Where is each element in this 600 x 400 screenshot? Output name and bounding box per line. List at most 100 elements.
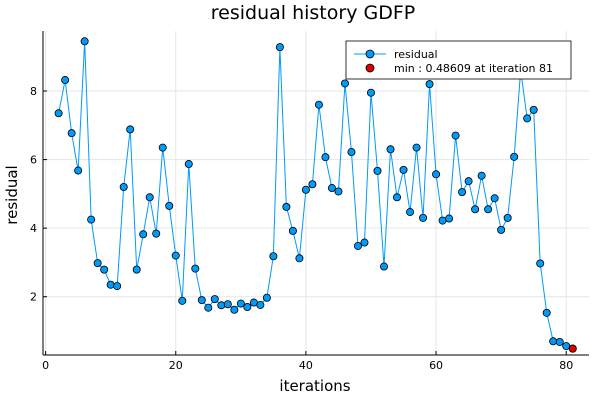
data-point xyxy=(178,296,187,305)
data-point xyxy=(412,143,421,152)
data-point xyxy=(438,216,447,225)
data-point xyxy=(269,252,278,261)
data-point xyxy=(301,185,310,194)
data-point xyxy=(419,213,428,222)
data-point xyxy=(484,205,493,214)
ticks-layer: 0 20 40 60 80 2 4 6 8 xyxy=(30,85,573,372)
legend: residual min : 0.48609 at iteration 81 xyxy=(345,40,572,80)
legend-min-label: min : 0.48609 at iteration 81 xyxy=(394,62,553,75)
legend-min-marker xyxy=(365,63,375,73)
data-point xyxy=(262,293,271,302)
data-point xyxy=(204,303,213,312)
data-point xyxy=(93,259,102,268)
data-point xyxy=(139,230,148,239)
chart-title: residual history GDFP xyxy=(211,2,415,24)
legend-residual-marker xyxy=(365,49,375,59)
data-point xyxy=(210,295,219,304)
x-tick-label: 0 xyxy=(42,359,49,372)
data-point xyxy=(477,171,486,180)
axes-layer xyxy=(42,31,589,356)
y-tick-label: 8 xyxy=(30,85,37,98)
data-point xyxy=(61,76,70,85)
data-point xyxy=(490,194,499,203)
data-point xyxy=(393,193,402,202)
data-point xyxy=(80,37,89,46)
data-point xyxy=(145,193,154,202)
x-tick-label: 20 xyxy=(169,359,183,372)
data-point xyxy=(275,43,284,52)
data-point xyxy=(549,337,558,346)
data-point xyxy=(119,182,128,191)
data-point xyxy=(373,166,382,175)
data-point xyxy=(406,208,415,217)
legend-box xyxy=(345,40,572,80)
data-point xyxy=(432,170,441,179)
data-point xyxy=(399,165,408,174)
data-point xyxy=(223,300,232,309)
data-point xyxy=(87,215,96,224)
data-point xyxy=(334,187,343,196)
data-point xyxy=(327,184,336,193)
data-point xyxy=(54,109,63,118)
data-point xyxy=(106,280,115,289)
x-tick-label: 60 xyxy=(429,359,443,372)
data-point xyxy=(288,226,297,235)
y-tick-label: 6 xyxy=(30,154,37,167)
data-point xyxy=(366,88,375,97)
data-point xyxy=(458,188,467,197)
data-point xyxy=(510,152,519,161)
data-point xyxy=(308,180,317,189)
data-point xyxy=(380,262,389,271)
data-point xyxy=(165,201,174,210)
data-point xyxy=(67,129,76,138)
data-point xyxy=(256,300,265,309)
data-point xyxy=(282,202,291,211)
data-point xyxy=(497,225,506,234)
y-tick-label: 2 xyxy=(30,291,37,304)
data-point xyxy=(340,79,349,88)
data-point xyxy=(217,301,226,310)
data-point xyxy=(321,153,330,162)
data-point xyxy=(347,148,356,157)
x-tick-label: 80 xyxy=(559,359,573,372)
data-point xyxy=(191,264,200,273)
data-point xyxy=(386,145,395,154)
data-point xyxy=(523,114,532,123)
data-point xyxy=(236,299,245,308)
data-point xyxy=(451,131,460,140)
data-point xyxy=(184,160,193,169)
data-point xyxy=(100,265,109,274)
series-layer xyxy=(54,37,577,353)
data-point xyxy=(74,166,83,175)
data-point xyxy=(197,296,206,305)
data-point xyxy=(126,125,135,134)
data-point xyxy=(503,213,512,222)
y-tick-label: 4 xyxy=(30,222,37,235)
legend-residual-label: residual xyxy=(394,48,438,61)
data-point xyxy=(132,265,141,274)
x-tick-label: 40 xyxy=(299,359,313,372)
data-point xyxy=(158,143,167,152)
data-point xyxy=(445,214,454,223)
data-point xyxy=(295,254,304,263)
data-point xyxy=(529,105,538,114)
series-line-0 xyxy=(58,41,573,350)
data-point xyxy=(171,251,180,260)
data-point xyxy=(113,282,122,291)
data-point xyxy=(464,177,473,186)
min-point xyxy=(568,344,577,353)
data-point xyxy=(230,305,239,314)
data-point xyxy=(542,308,551,317)
data-point xyxy=(243,302,252,311)
data-point xyxy=(314,100,323,109)
data-point xyxy=(152,229,161,238)
data-point xyxy=(425,80,434,89)
data-point xyxy=(536,259,545,268)
data-point xyxy=(555,337,564,346)
data-point xyxy=(353,241,362,250)
data-point xyxy=(360,238,369,247)
data-point xyxy=(471,205,480,214)
x-axis-label: iterations xyxy=(279,377,350,395)
y-axis-label: residual xyxy=(3,165,21,224)
